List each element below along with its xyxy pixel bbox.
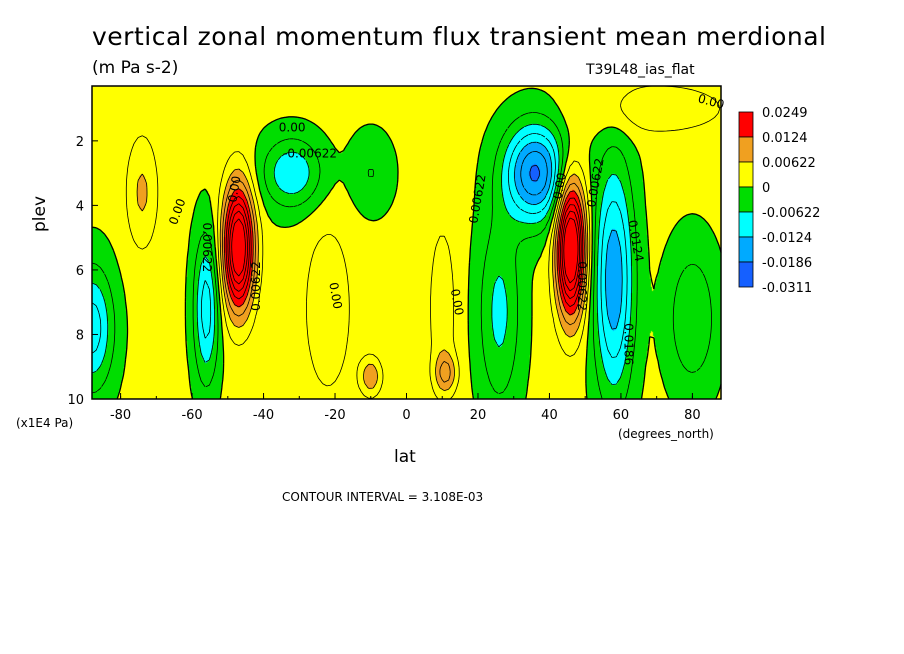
y-axis-units: (x1E4 Pa) [16,416,74,430]
y-tick-label: 2 [76,135,84,150]
contour-label: 0.00 [225,175,243,204]
x-tick-label: -60 [181,408,202,423]
contour-interval: CONTOUR INTERVAL = 3.108E-03 [282,490,484,504]
colorbar-label: -0.0186 [762,256,812,271]
colorbar-swatch [738,161,754,188]
y-tick-label: 4 [76,199,84,214]
colorbar-label: 0.0249 [762,106,808,121]
y-tick-label: 6 [76,264,84,279]
colorbar-swatch [738,211,754,238]
x-axis-units: (degrees_north) [618,427,714,441]
x-tick-label: 20 [470,408,487,423]
chart-title: vertical zonal momentum flux transient m… [92,22,827,51]
contour-label: 0.0186 [622,323,636,365]
x-tick-label: 0 [402,408,410,423]
colorbar-label: -0.00622 [762,206,820,221]
colorbar: 0.0249 0.0124 0.00622 0 -0.00622 -0.0124 -0.01… [738,106,820,296]
x-tick-label: -40 [253,408,274,423]
x-tick-label: -80 [110,408,131,423]
colorbar-swatch [738,111,754,138]
filled-contour-field [92,86,721,399]
contour-label: 0.00622 [575,261,589,311]
colorbar-swatch [738,136,754,163]
contour-label: -0.00622 [283,146,337,160]
colorbar-label: 0.00622 [762,156,816,171]
contour-label: 0.00622 [249,261,263,311]
x-tick-label: 60 [613,408,630,423]
run-label: T39L48_ias_flat [586,62,695,78]
x-tick-label: 80 [684,408,701,423]
colorbar-label: 0 [762,181,770,196]
colorbar-swatch [738,186,754,213]
contour-label: 0.00 [326,281,344,310]
contour-label: 0.00 [448,288,466,317]
x-tick-label: 40 [541,408,558,423]
chart-units: (m Pa s-2) [92,58,179,78]
contour-label: 0.00 [279,120,306,134]
colorbar-label: -0.0311 [762,281,812,296]
colorbar-swatch [738,236,754,263]
contour-label: 0.00 [696,91,725,111]
colorbar-label: -0.0124 [762,231,812,246]
contour-label: 0.00622 [200,223,214,273]
y-tick-label: 10 [67,393,84,408]
colorbar-swatch [738,261,754,288]
x-tick-label: -20 [324,408,345,423]
y-tick-label: 8 [76,328,84,343]
contour-lines [91,85,722,400]
colorbar-label: 0.0124 [762,131,808,146]
contour-label: 0.00 [550,172,568,201]
x-axis-label: lat [394,447,416,467]
